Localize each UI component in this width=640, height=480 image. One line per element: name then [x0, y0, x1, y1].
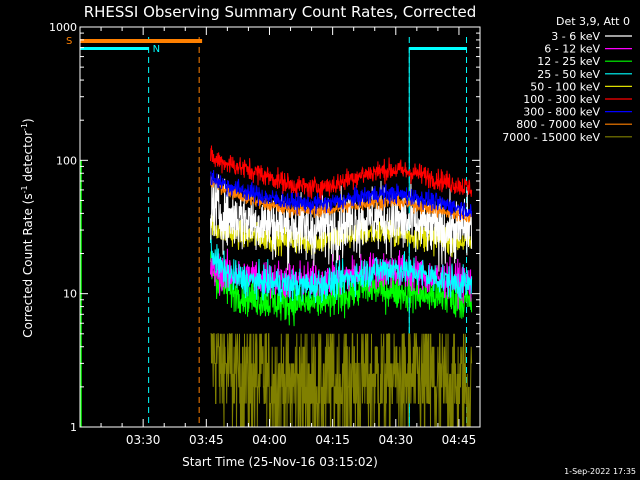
y-tick-label: 1 — [70, 421, 77, 434]
series-line-25-50-kev — [210, 234, 473, 304]
night-bar-2 — [409, 47, 467, 50]
series-line-100-300-kev — [210, 145, 473, 201]
x-axis-label: Start Time (25-Nov-16 03:15:02) — [182, 455, 378, 469]
legend-entry-label: 6 - 12 keV — [544, 43, 600, 56]
plot-frame — [79, 26, 481, 428]
legend-entry-label: 300 - 800 keV — [523, 106, 600, 119]
axes: 1 10 100 1000 03:30 03:45 04:00 04:15 04:30 04:45 — [49, 21, 480, 447]
legend-entry-label: 100 - 300 keV — [523, 93, 600, 106]
y-axis-label-sup1: -1 — [20, 185, 29, 193]
legend-entry-label: 3 - 6 keV — [551, 30, 600, 43]
saa-bar — [80, 39, 203, 43]
chart-title: RHESSI Observing Summary Count Rates, Co… — [84, 3, 477, 21]
y-tick-label: 100 — [56, 154, 77, 167]
plot-area: SN — [66, 36, 473, 428]
y-axis-label-end: ) — [21, 118, 35, 123]
svg-text:Corrected Count Rate (s-1 dete: Corrected Count Rate (s-1 detector-1) — [20, 118, 35, 337]
legend-entry-label: 7000 - 15000 keV — [502, 131, 600, 144]
legend-entry-label: 12 - 25 keV — [537, 55, 600, 68]
y-axis-label-mid: detector — [21, 131, 35, 186]
y-axis-label-sup2: -1 — [20, 123, 29, 131]
x-tick-label: 04:15 — [315, 433, 350, 447]
y-axis-label: Corrected Count Rate (s-1 detector-1) — [20, 118, 35, 337]
x-tick-label: 04:00 — [252, 433, 287, 447]
legend-entry-label: 50 - 100 keV — [530, 80, 600, 93]
series-line-300-800-kev — [210, 169, 473, 220]
x-tick-label: 03:45 — [189, 433, 224, 447]
y-tick-label: 1000 — [49, 21, 77, 34]
x-tick-label: 03:30 — [126, 433, 161, 447]
legend-header: Det 3,9, Att 0 — [556, 15, 630, 28]
legend-entry-label: 800 - 7000 keV — [516, 118, 600, 131]
y-tick-label: 10 — [63, 288, 77, 301]
night-bar-1 — [80, 47, 149, 50]
footer-date: 1-Sep-2022 17:35 — [564, 467, 636, 476]
y-axis-label-main: Corrected Count Rate (s — [21, 193, 35, 337]
x-tick-label: 04:30 — [378, 433, 413, 447]
annotation-label-s: S — [66, 36, 72, 47]
annotation-label-n: N — [153, 44, 160, 55]
x-tick-label: 04:45 — [442, 433, 477, 447]
legend-entry-label: 25 - 50 keV — [537, 68, 600, 81]
series-line-7000-15000-kev — [210, 333, 473, 428]
